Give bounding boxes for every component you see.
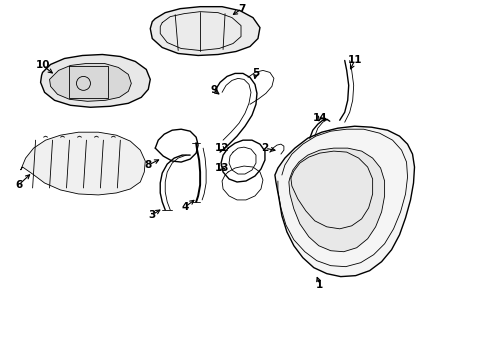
- Text: 6: 6: [15, 180, 22, 190]
- Text: 11: 11: [347, 55, 362, 66]
- Text: 3: 3: [148, 210, 156, 220]
- Text: 12: 12: [215, 143, 229, 153]
- Text: 8: 8: [145, 160, 152, 170]
- Text: 2: 2: [261, 143, 269, 153]
- Text: 14: 14: [313, 113, 327, 123]
- Polygon shape: [289, 148, 385, 252]
- Text: 13: 13: [215, 163, 229, 173]
- Text: 10: 10: [35, 60, 50, 71]
- Polygon shape: [275, 126, 415, 276]
- Text: 5: 5: [252, 68, 260, 78]
- Text: 7: 7: [238, 4, 245, 14]
- Polygon shape: [150, 7, 260, 55]
- Polygon shape: [21, 132, 145, 195]
- Text: 4: 4: [181, 202, 189, 212]
- Text: 1: 1: [316, 280, 323, 289]
- Text: 9: 9: [211, 85, 218, 95]
- Polygon shape: [49, 63, 131, 101]
- Polygon shape: [41, 54, 150, 107]
